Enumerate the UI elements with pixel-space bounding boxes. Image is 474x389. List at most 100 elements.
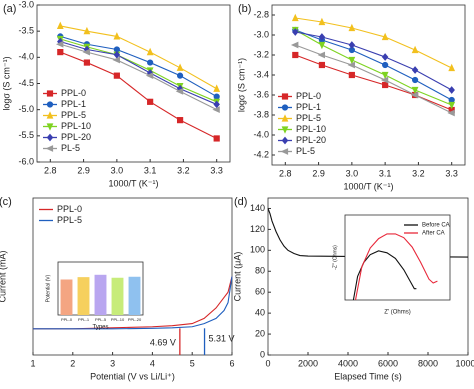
marker — [348, 41, 356, 49]
x-tick-label: 3.3 — [210, 165, 223, 175]
series-line — [33, 276, 233, 330]
x-tick-label: 4000 — [338, 358, 358, 368]
marker — [146, 47, 154, 56]
legend-label: PPL-5 — [57, 215, 82, 225]
marker — [448, 96, 455, 104]
marker — [213, 100, 220, 109]
marker — [447, 109, 455, 117]
y-tick-label: -5.5 — [18, 130, 34, 140]
series-line — [60, 41, 217, 105]
marker — [83, 59, 91, 66]
x-tick-label: 3.0 — [111, 165, 124, 175]
legend-label: PPL-0 — [61, 88, 86, 98]
bar — [60, 279, 73, 315]
marker — [448, 86, 455, 94]
marker — [45, 145, 54, 152]
y-axis-title: logσ (S cm⁻¹) — [236, 58, 246, 112]
marker — [176, 117, 184, 124]
marker — [318, 33, 326, 41]
legend-label: PPL-0 — [296, 91, 321, 101]
y-tick-label: 60 — [255, 287, 265, 297]
marker — [176, 63, 184, 71]
x-tick-label: 3.2 — [177, 165, 190, 175]
series-line — [295, 31, 452, 91]
marker — [213, 93, 220, 100]
marker — [113, 50, 121, 59]
marker — [382, 81, 389, 89]
legend-label: PPL-10 — [61, 121, 91, 131]
y-tick-label: -3.6 — [253, 89, 269, 99]
y-tick-label: -3.2 — [253, 49, 269, 59]
marker — [411, 45, 419, 54]
x-tick-label: PPL-20 — [128, 317, 142, 322]
marker — [448, 63, 456, 72]
marker — [318, 61, 326, 69]
x-tick-label: 8000 — [418, 358, 438, 368]
marker — [381, 32, 389, 41]
x-tick-label: 2000 — [298, 358, 318, 368]
legend-label: PPL-10 — [296, 124, 326, 134]
threshold-label: 5.31 V — [209, 334, 235, 344]
marker — [348, 56, 356, 65]
series-line — [60, 35, 217, 98]
x-tick-label: 2 — [70, 358, 75, 368]
series-line — [60, 25, 217, 90]
legend-label: PL-5 — [61, 143, 80, 153]
legend-label: After CA — [422, 231, 445, 237]
marker — [318, 17, 326, 26]
marker — [380, 76, 389, 84]
y-axis-title: -Z'' (Ohms) — [332, 245, 338, 270]
series-line — [295, 17, 452, 69]
y-tick-label: -3.8 — [253, 109, 269, 119]
panel-label: (d) — [234, 196, 247, 208]
x-axis-title: Elapsed Time (s) — [334, 371, 402, 381]
series-line — [295, 44, 452, 114]
bar — [94, 274, 107, 315]
x-axis-title: Types — [92, 325, 108, 331]
x-tick-label: 3.0 — [346, 168, 359, 178]
y-tick-label: -6.0 — [18, 156, 34, 166]
marker — [292, 28, 299, 36]
x-tick-label: 1 — [30, 358, 35, 368]
marker — [113, 72, 120, 79]
legend-label: PPL-5 — [61, 110, 86, 120]
marker — [281, 104, 289, 111]
y-tick-label: -3.0 — [18, 0, 34, 9]
marker — [381, 71, 389, 80]
x-tick-label: 2.9 — [312, 168, 325, 178]
legend-label: PPL-20 — [296, 135, 326, 145]
marker — [176, 72, 184, 79]
x-tick-label: 4 — [150, 358, 155, 368]
y-tick-label: -4.2 — [253, 149, 269, 159]
x-tick-label: PPL-0 — [61, 317, 73, 322]
y-tick-label: -4.0 — [18, 52, 34, 62]
x-axis-title: 1000/T (K⁻¹) — [108, 178, 158, 188]
panel-label: (c) — [0, 196, 12, 208]
series-line — [295, 29, 452, 101]
marker — [113, 32, 121, 40]
y-tick-label: -5.0 — [18, 104, 34, 114]
marker — [347, 61, 355, 69]
marker — [147, 98, 154, 105]
x-tick-label: 2.8 — [44, 165, 57, 175]
legend-label: PPL-1 — [61, 99, 86, 109]
x-tick-label: 6 — [229, 358, 234, 368]
x-tick-label: PPL-5 — [95, 317, 107, 322]
marker — [212, 106, 220, 114]
marker — [411, 66, 419, 74]
x-tick-label: 3.3 — [445, 168, 458, 178]
marker — [83, 26, 91, 35]
threshold-label: 4.69 V — [150, 338, 176, 348]
x-tick-label: 3.2 — [412, 168, 425, 178]
y-tick-label: -2.8 — [253, 9, 269, 19]
marker — [55, 40, 64, 48]
marker — [411, 76, 419, 84]
panel-label: (a) — [3, 3, 16, 15]
marker — [318, 41, 326, 50]
x-axis-title: 1000/T (K⁻¹) — [343, 181, 393, 191]
marker — [281, 114, 289, 122]
y-tick-label: 120 — [250, 224, 265, 234]
marker — [46, 133, 54, 142]
